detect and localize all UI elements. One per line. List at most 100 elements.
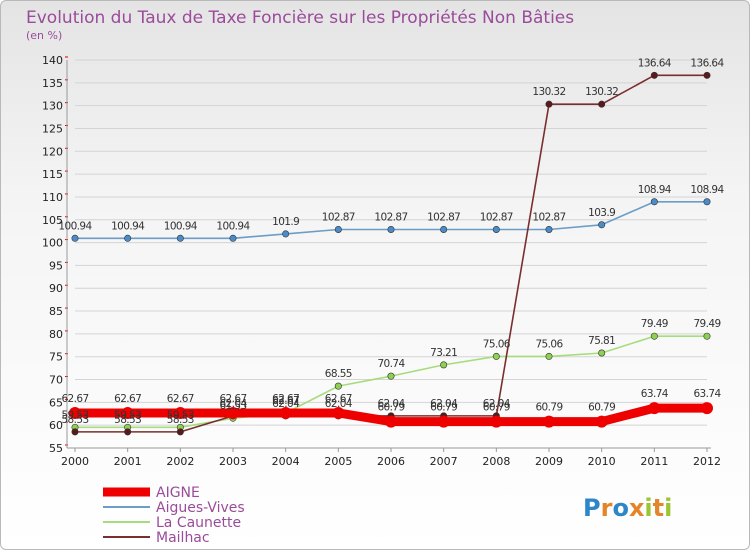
data-point	[227, 406, 239, 419]
data-point	[703, 71, 711, 79]
x-tick-label: 2007	[430, 455, 458, 468]
data-point	[598, 349, 606, 357]
data-point	[545, 352, 553, 360]
data-point	[650, 332, 658, 340]
data-label: 62.04	[325, 398, 353, 410]
logo-letter: r	[601, 494, 613, 522]
data-label: 102.87	[480, 211, 513, 223]
x-tick-label: 2011	[640, 455, 668, 468]
data-point	[385, 415, 397, 428]
data-label: 62.04	[219, 398, 247, 410]
data-label: 62.67	[61, 393, 88, 405]
y-tick-label: 70	[49, 374, 63, 387]
data-label: 75.06	[483, 338, 511, 350]
legend-label: Mailhac	[156, 530, 210, 546]
data-label: 62.67	[219, 393, 246, 405]
data-point	[279, 406, 292, 419]
y-tick-label: 140	[42, 54, 63, 67]
data-label: 58.53	[114, 414, 141, 426]
x-tick-label: 2010	[588, 455, 616, 468]
y-tick-label: 65	[49, 396, 63, 409]
x-tick-label: 2009	[535, 455, 563, 468]
data-label: 68.55	[325, 368, 352, 380]
x-tick-label: 2012	[693, 455, 721, 468]
data-label: 62.67	[325, 393, 352, 405]
data-label: 63.74	[693, 388, 721, 400]
data-label: 63.74	[641, 388, 669, 400]
x-tick-label: 2008	[482, 455, 510, 468]
data-point	[437, 415, 450, 428]
y-tick-label: 100	[42, 237, 63, 250]
data-point	[543, 415, 555, 428]
legend-label: Aigues-Vives	[156, 500, 245, 516]
data-point	[71, 234, 79, 242]
logo-letter: o	[612, 494, 629, 522]
data-label: 100.94	[216, 220, 250, 232]
gridlines	[75, 59, 707, 449]
data-label: 70.74	[377, 358, 405, 370]
data-point	[492, 225, 500, 233]
y-tick-label: 105	[42, 214, 63, 227]
data-label: 100.94	[164, 220, 198, 232]
data-label: 75.81	[588, 335, 615, 347]
legend-label: La Caunette	[156, 515, 241, 531]
data-label: 103.9	[588, 207, 615, 219]
data-label: 58.53	[61, 414, 88, 426]
y-tick-label: 55	[49, 442, 63, 455]
data-point	[124, 428, 132, 436]
data-point	[650, 198, 658, 206]
data-label: 59.53	[61, 409, 88, 421]
logo-letter: P	[583, 494, 601, 522]
data-label: 79.49	[641, 318, 668, 330]
data-label: 100.94	[111, 220, 145, 232]
data-point	[440, 361, 448, 369]
data-label: 59.53	[114, 409, 141, 421]
data-point	[703, 332, 711, 340]
data-label: 136.64	[638, 57, 672, 69]
data-label: 62.67	[114, 393, 141, 405]
data-point	[492, 352, 500, 360]
legend-label: AIGNE	[156, 485, 200, 501]
data-labels: 100.94 100.94 100.94 100.94 101.9 102.87 102.8…	[58, 57, 725, 426]
data-label: 62.04	[430, 398, 458, 410]
data-label: 59.53	[167, 409, 194, 421]
data-point	[282, 230, 290, 238]
data-label: 58.53	[167, 414, 194, 426]
data-point	[387, 372, 395, 380]
series-lines	[69, 71, 713, 436]
data-point	[387, 225, 395, 233]
logo-letter: i	[644, 494, 652, 522]
data-point	[650, 71, 658, 79]
y-tick-label: 130	[42, 100, 63, 113]
logo-letter: i	[664, 494, 672, 522]
y-tick-label: 85	[49, 305, 63, 318]
data-point	[648, 402, 661, 415]
data-label: 73.21	[430, 347, 457, 359]
y-tick-label: 110	[42, 191, 63, 204]
logo-letter: t	[653, 494, 664, 522]
data-point	[598, 221, 606, 229]
data-label: 60.79	[535, 402, 562, 414]
x-tick-label: 2006	[377, 455, 405, 468]
data-point	[176, 234, 184, 242]
proxiti-logo-text: Proxiti	[583, 494, 672, 522]
data-label: 60.79	[377, 402, 404, 414]
y-tick-label: 125	[42, 122, 63, 135]
data-label: 102.87	[427, 211, 460, 223]
data-label: 130.32	[532, 86, 565, 98]
data-label: 108.94	[638, 184, 672, 196]
chart-subtitle: (en %)	[26, 29, 62, 42]
data-point	[334, 225, 342, 233]
data-label: 62.04	[272, 398, 300, 410]
data-label: 102.87	[322, 211, 355, 223]
data-point	[176, 428, 184, 436]
data-label: 100.94	[58, 220, 92, 232]
data-label: 79.49	[693, 318, 720, 330]
logo-letter: x	[629, 494, 645, 522]
data-label: 62.67	[167, 393, 194, 405]
data-point	[121, 406, 134, 419]
data-label: 75.06	[535, 338, 563, 350]
data-point	[440, 225, 448, 233]
